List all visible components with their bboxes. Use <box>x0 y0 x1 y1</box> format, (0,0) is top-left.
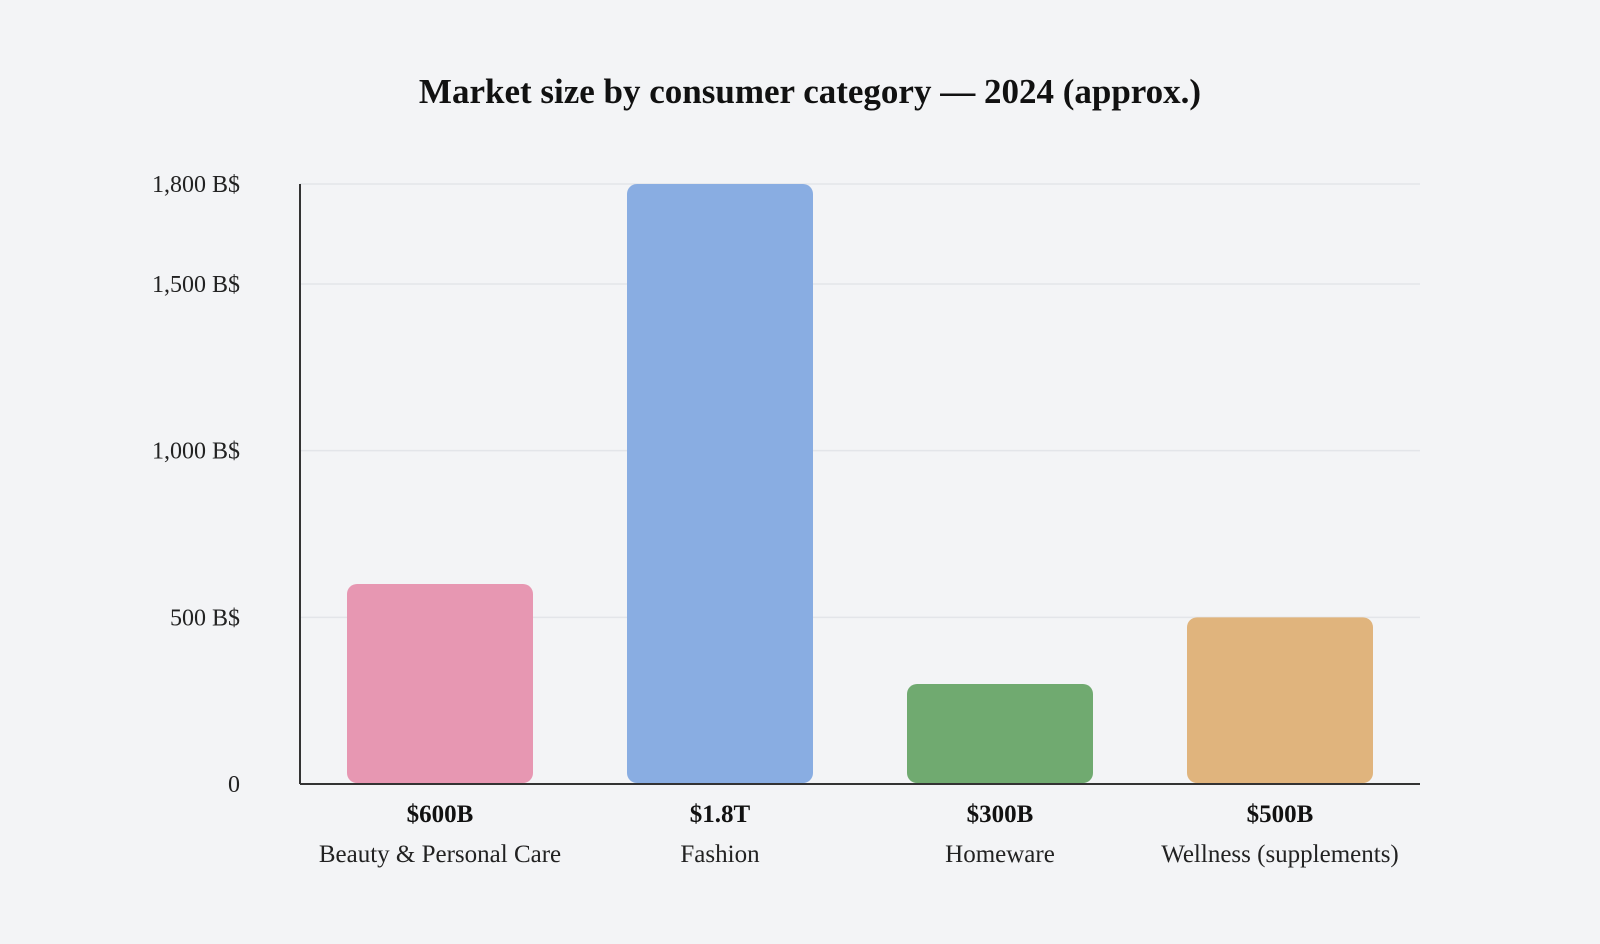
value-label: $600B <box>407 801 474 828</box>
x-tick-label: Fashion <box>680 841 760 868</box>
bar <box>627 184 813 783</box>
value-label: $500B <box>1247 801 1314 828</box>
bar <box>1187 617 1373 783</box>
y-tick-label: 1,800 B$ <box>152 172 240 198</box>
y-tick-label: 500 B$ <box>170 605 240 631</box>
value-label: $1.8T <box>690 801 751 828</box>
x-tick-label: Wellness (supplements) <box>1161 841 1399 868</box>
y-tick-label: 1,000 B$ <box>152 439 240 465</box>
y-tick-label: 0 <box>228 772 240 798</box>
chart-title: Market size by consumer category — 2024 … <box>418 72 1202 111</box>
bar <box>907 684 1093 783</box>
x-tick-label: Beauty & Personal Care <box>319 841 561 868</box>
value-label: $300B <box>967 801 1034 828</box>
x-tick-label: Homeware <box>945 841 1055 868</box>
bar <box>347 584 533 783</box>
y-tick-label: 1,500 B$ <box>152 272 240 298</box>
